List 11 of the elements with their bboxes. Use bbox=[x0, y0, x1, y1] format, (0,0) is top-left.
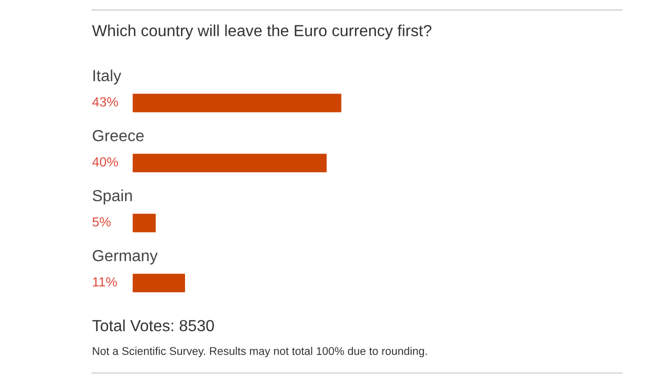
text: Total Votes: 8530 bbox=[92, 320, 214, 332]
text: Not a Scientific Survey. Results may not total 100% due to rounding. bbox=[92, 346, 427, 358]
y-tick-label: Spain bbox=[92, 190, 132, 204]
data-label: 40% bbox=[92, 157, 118, 167]
data-label: 11% bbox=[93, 277, 117, 286]
chart-title: Which country will leave the Euro currency first? bbox=[92, 24, 432, 40]
data-label: 5% bbox=[92, 217, 111, 227]
y-tick-label: Greece bbox=[92, 130, 144, 142]
y-tick-label: Germany bbox=[92, 250, 158, 264]
y-tick-label: Italy bbox=[93, 70, 122, 84]
data-label: 43% bbox=[92, 97, 118, 107]
